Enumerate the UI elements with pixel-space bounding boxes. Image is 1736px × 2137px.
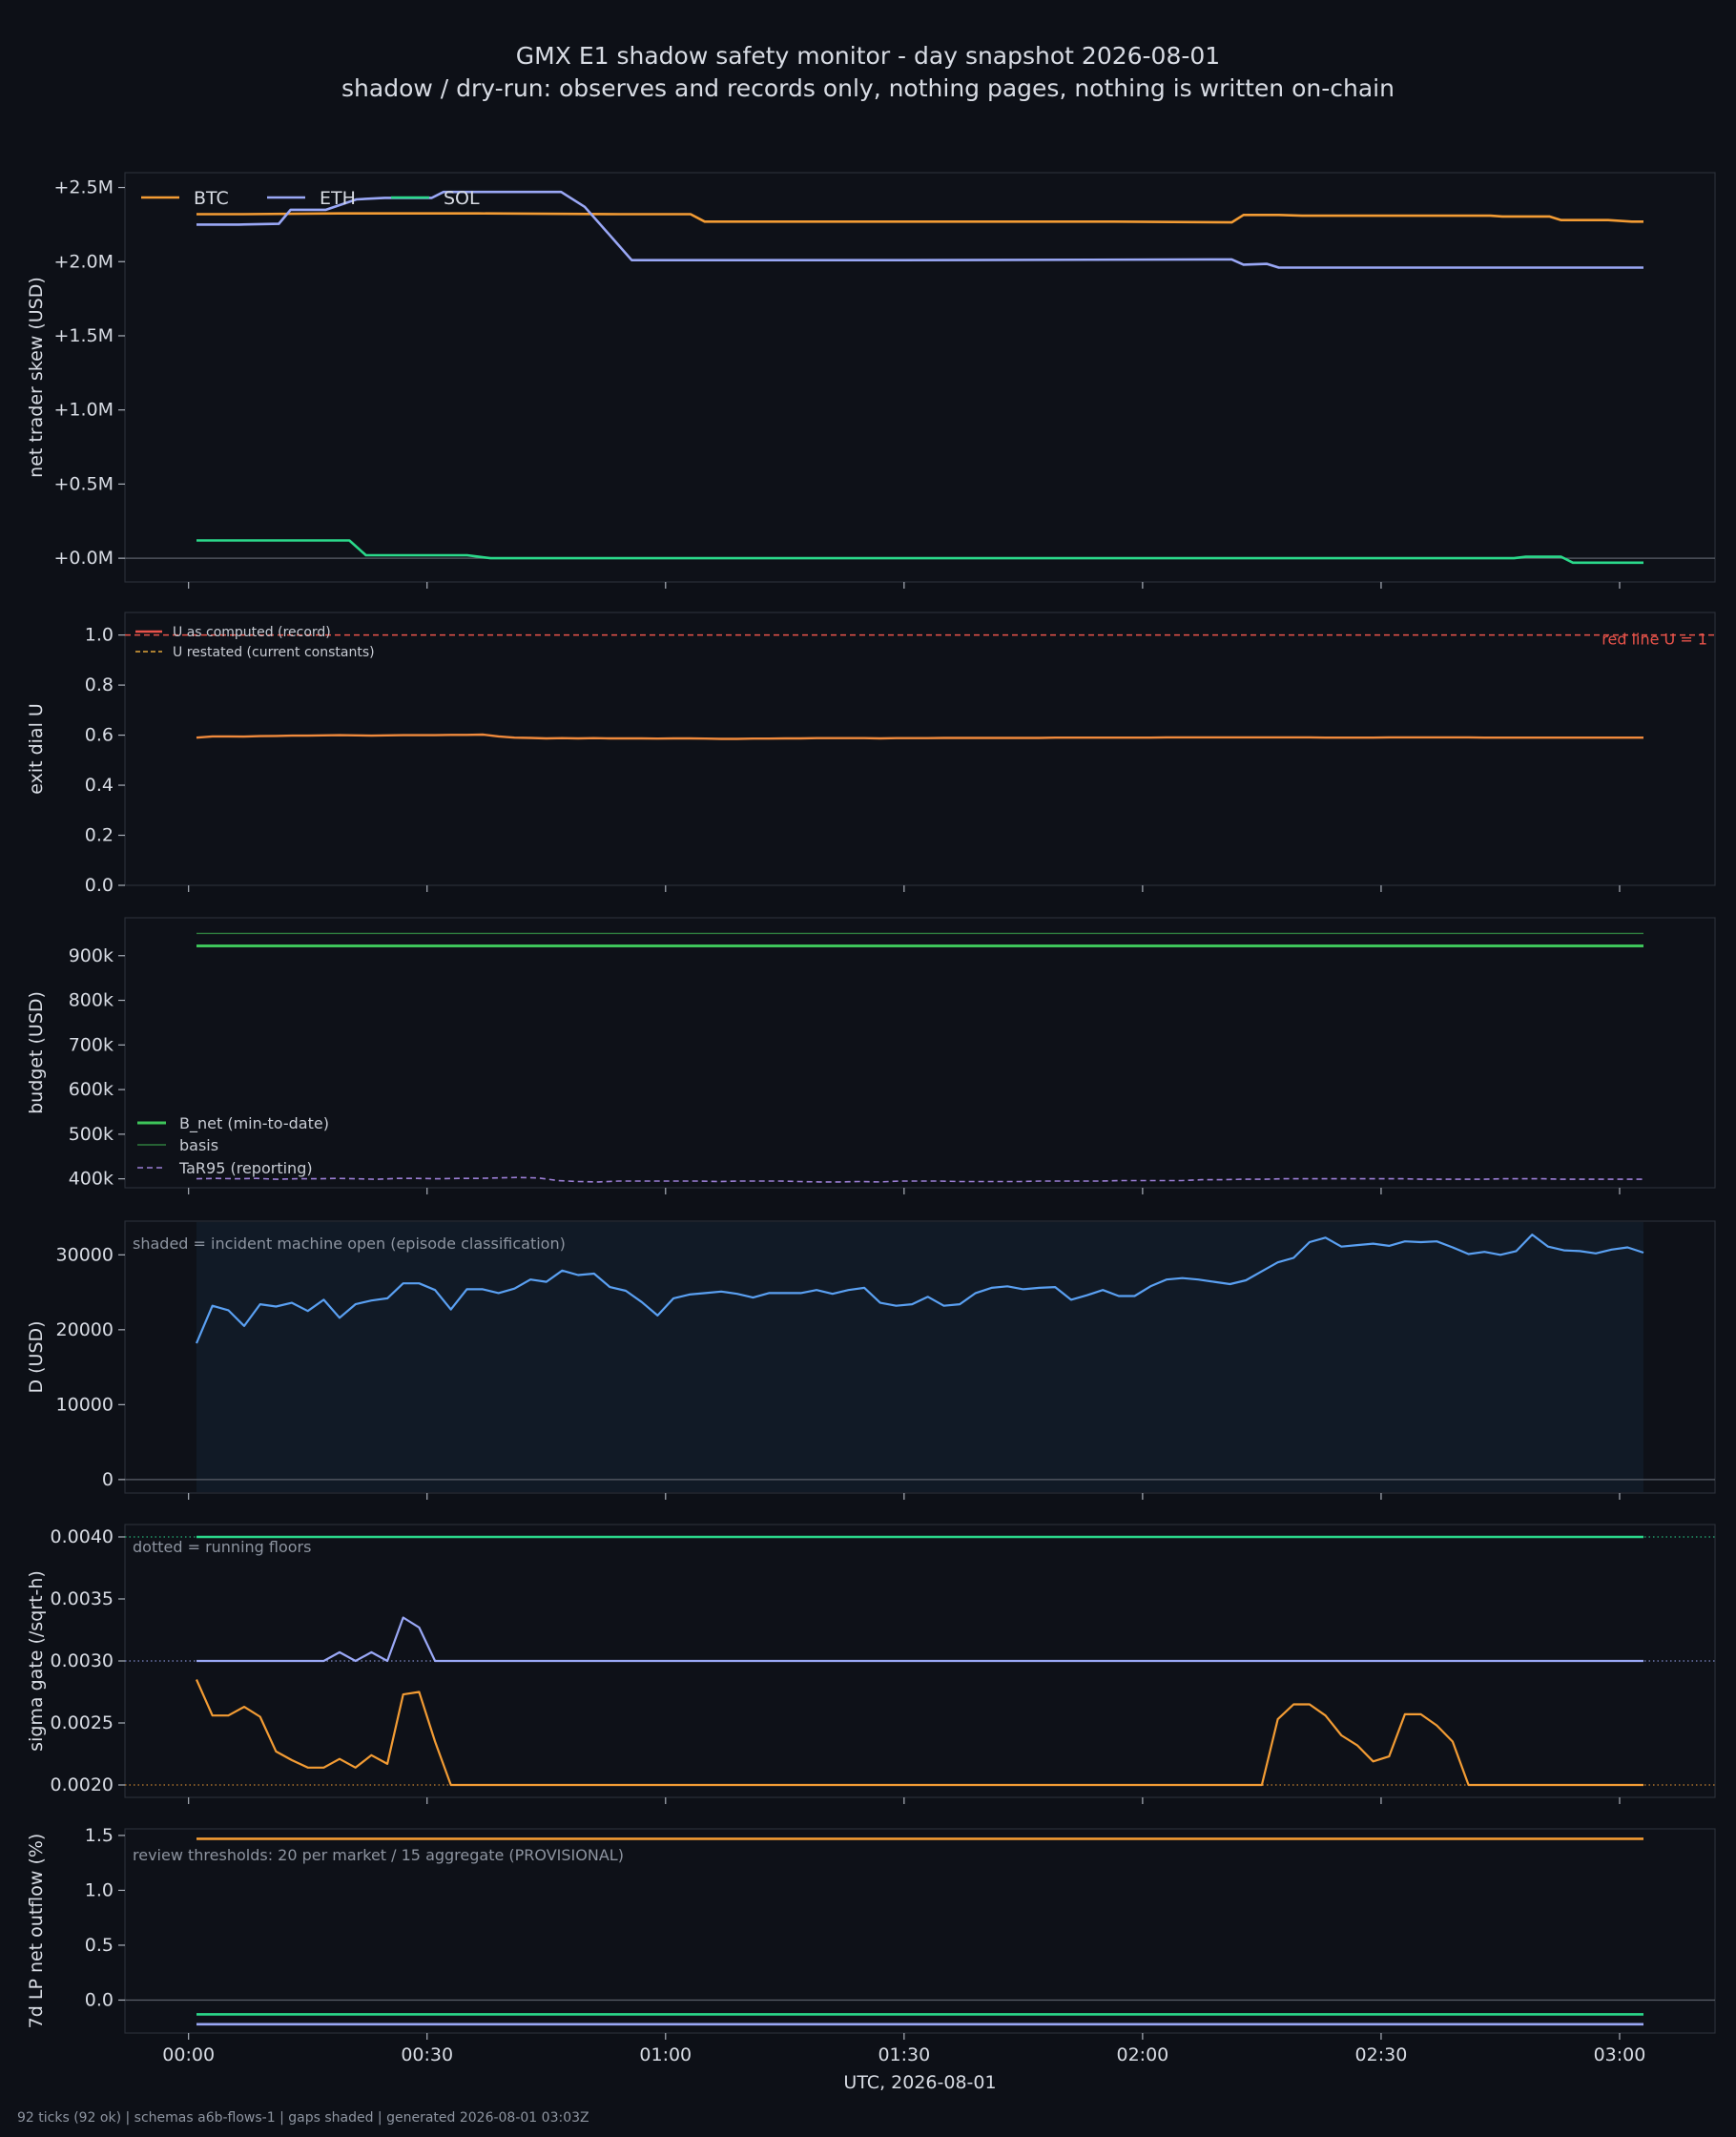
chart-title: GMX E1 shadow safety monitor - day snaps… [0,40,1736,105]
x-tick-label: 03:00 [1594,2044,1646,2065]
y-tick-label: 0.0035 [51,1588,114,1609]
y-tick-label: +2.5M [53,177,114,198]
y-tick-label: 500k [69,1124,114,1145]
y-tick-label: 1.0 [85,625,114,646]
legend-label: B_net (min-to-date) [179,1114,329,1133]
y-axis-label: 7d LP net outflow (%) [26,1834,47,2029]
y-tick-label: 0.0040 [51,1526,114,1547]
y-tick-label: 10000 [56,1394,114,1415]
y-tick-label: +0.5M [53,473,114,494]
panel-2: 0.0 0.2 0.4 0.6 0.8 1.0 exit dial U red line U … [26,612,1716,896]
legend-label: TaR95 (reporting) [178,1159,313,1177]
plot-frame [124,172,1716,583]
x-tick-label: 00:00 [162,2044,215,2065]
panel-note: dotted = running floors [133,1538,311,1556]
y-tick-label: 20000 [56,1319,114,1340]
y-tick-label: 0.8 [85,674,114,695]
y-tick-label: 0.0020 [51,1774,114,1795]
x-tick-label: 01:30 [878,2044,930,2065]
subtitle-line: shadow / dry-run: observes and records o… [341,74,1395,102]
panel-3: 400k 500k 600k 700k 800k 900k budget (USD) B_ne… [26,917,1716,1194]
y-axis-label: budget (USD) [26,991,47,1114]
y-tick-label: 400k [69,1169,114,1190]
y-tick-label: 0.0 [85,875,114,896]
y-tick-label: 0.0030 [51,1650,114,1671]
title-line: GMX E1 shadow safety monitor - day snaps… [515,42,1221,70]
plot-frame [124,612,1716,886]
y-tick-label: 0.0025 [51,1712,114,1733]
y-tick-label: 0.0 [85,1989,114,2010]
panel-note: shaded = incident machine open (episode … [133,1234,566,1253]
panel-note: review thresholds: 20 per market / 15 ag… [133,1846,624,1864]
legend-label: U as computed (record) [173,625,331,640]
incident-shading [196,1222,1643,1492]
footer-note: 92 ticks (92 ok) | schemas a6b-flows-1 |… [17,2110,589,2126]
x-tick-label: 02:00 [1116,2044,1168,2065]
y-tick-label: 1.0 [85,1879,114,1900]
series-line-u-computed [196,733,1643,740]
y-tick-label: +2.0M [53,251,114,272]
y-tick-label: 0.4 [85,775,114,796]
panel-6: 0.0 0.5 1.0 1.5 7d LP net outflow (%) review … [26,1825,1716,2093]
x-tick-label: 02:30 [1355,2044,1408,2065]
y-tick-label: +1.0M [53,400,114,421]
y-tick-label: +0.0M [53,548,114,569]
x-axis-label: UTC, 2026-08-01 [843,2072,996,2093]
y-tick-label: 0.6 [85,725,114,746]
legend-label: ETH [320,188,356,209]
legend-label: U restated (current constants) [173,645,375,660]
series-line-tar95 [196,1176,1643,1183]
y-axis-label: sigma gate (/sqrt-h) [26,1570,47,1752]
y-tick-label: 0.5 [85,1935,114,1956]
series-line-eth [196,1616,1643,1663]
y-tick-label: 0 [102,1469,114,1490]
plot-frame [124,917,1716,1189]
series-line-btc [195,1679,1643,1787]
y-axis-label: net trader skew (USD) [26,277,47,478]
y-tick-label: 0.2 [85,825,114,846]
y-tick-label: 800k [69,990,114,1011]
y-tick-label: 30000 [56,1244,114,1265]
series-line-btc [196,212,1643,224]
panel-4: 0 10000 20000 30000 D (USD) shaded = incident… [26,1220,1716,1500]
plot-frame [124,1828,1716,2034]
legend-label: SOL [444,188,480,209]
y-tick-label: 700k [69,1034,114,1055]
y-axis-label: exit dial U [26,703,47,795]
series-line-d [195,1233,1644,1344]
legend-label: basis [179,1136,218,1154]
series-line-eth [196,190,1643,269]
y-tick-label: +1.5M [53,325,114,346]
red-line-label: red line U = 1 [1602,631,1707,649]
series-line-sol [196,539,1643,565]
x-tick-label: 01:00 [639,2044,692,2065]
y-axis-label: D (USD) [26,1320,47,1393]
y-tick-label: 1.5 [85,1825,114,1846]
panel-1: +0.0M +0.5M +1.0M +1.5M +2.0M +2.5M net trader… [26,172,1716,589]
y-tick-label: 600k [69,1079,114,1100]
y-tick-label: 900k [69,945,114,966]
legend-label: BTC [194,188,229,209]
x-tick-label: 00:30 [401,2044,453,2065]
panel-5: 0.0020 0.0025 0.0030 0.0035 0.0040 sigma gate… [26,1524,1716,1804]
